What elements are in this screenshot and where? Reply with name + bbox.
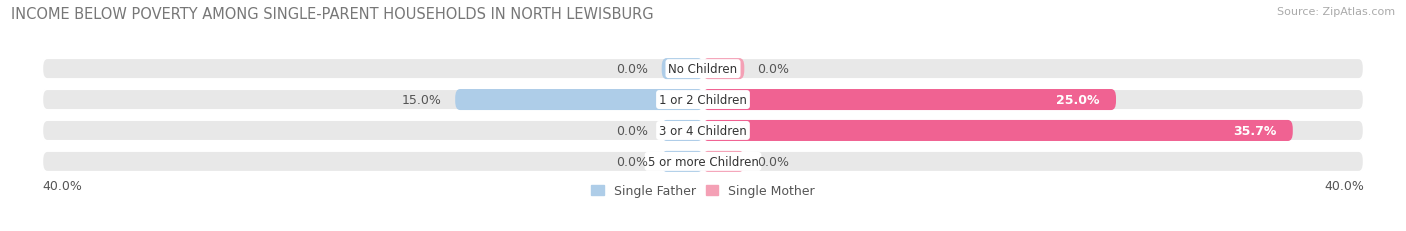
FancyBboxPatch shape [662, 59, 703, 80]
FancyBboxPatch shape [703, 151, 744, 172]
FancyBboxPatch shape [662, 151, 703, 172]
Text: 5 or more Children: 5 or more Children [648, 155, 758, 168]
FancyBboxPatch shape [703, 90, 1116, 111]
Legend: Single Father, Single Mother: Single Father, Single Mother [586, 179, 820, 202]
FancyBboxPatch shape [662, 120, 703, 141]
FancyBboxPatch shape [42, 59, 1364, 80]
Text: 35.7%: 35.7% [1233, 125, 1277, 137]
FancyBboxPatch shape [703, 59, 744, 80]
Text: 1 or 2 Children: 1 or 2 Children [659, 94, 747, 106]
Text: 0.0%: 0.0% [616, 155, 648, 168]
FancyBboxPatch shape [42, 90, 1364, 111]
Text: 0.0%: 0.0% [758, 63, 790, 76]
Text: 3 or 4 Children: 3 or 4 Children [659, 125, 747, 137]
Text: 0.0%: 0.0% [616, 125, 648, 137]
Text: 40.0%: 40.0% [1324, 179, 1364, 192]
FancyBboxPatch shape [42, 151, 1364, 172]
Text: INCOME BELOW POVERTY AMONG SINGLE-PARENT HOUSEHOLDS IN NORTH LEWISBURG: INCOME BELOW POVERTY AMONG SINGLE-PARENT… [11, 7, 654, 22]
Text: Source: ZipAtlas.com: Source: ZipAtlas.com [1277, 7, 1395, 17]
FancyBboxPatch shape [456, 90, 703, 111]
Text: 25.0%: 25.0% [1056, 94, 1099, 106]
Text: No Children: No Children [668, 63, 738, 76]
FancyBboxPatch shape [42, 120, 1364, 141]
Text: 40.0%: 40.0% [42, 179, 82, 192]
Text: 0.0%: 0.0% [616, 63, 648, 76]
Text: 0.0%: 0.0% [758, 155, 790, 168]
FancyBboxPatch shape [703, 120, 1292, 141]
Text: 15.0%: 15.0% [402, 94, 441, 106]
